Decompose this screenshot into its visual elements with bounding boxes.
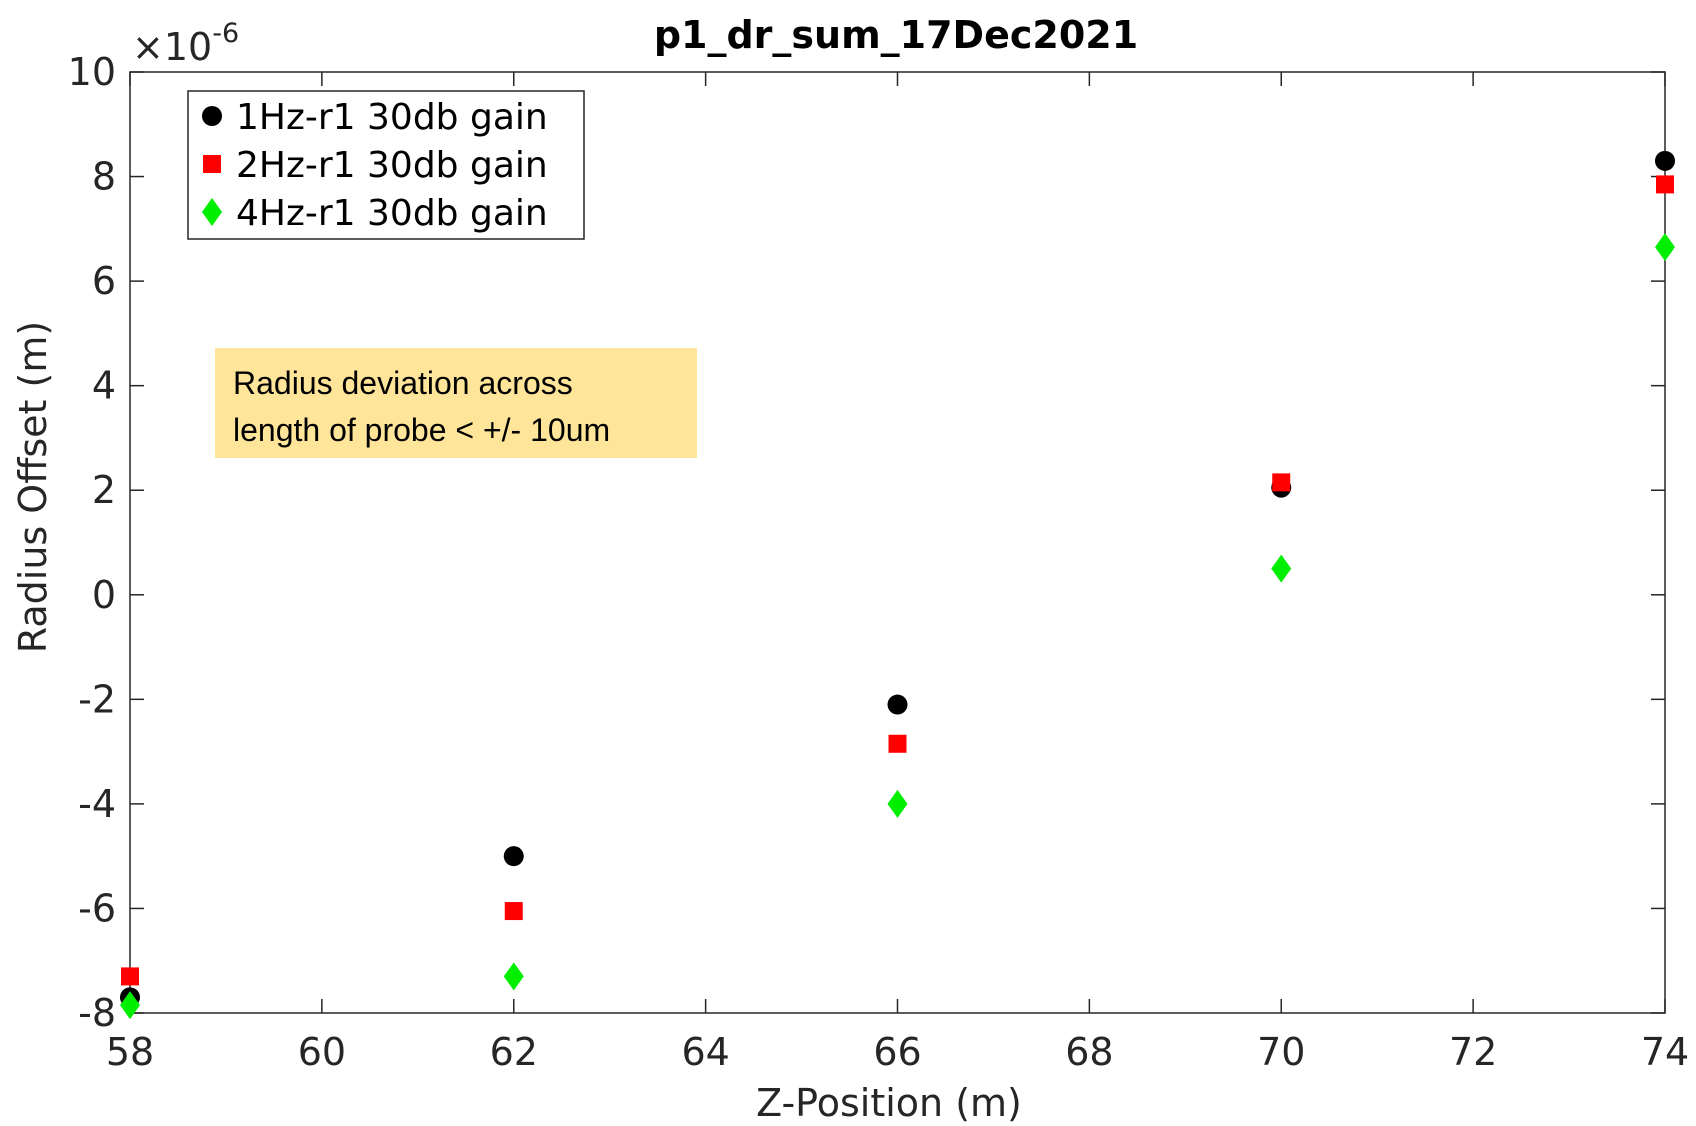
x-tick-label: 60 xyxy=(298,1030,346,1074)
y-tick-label: 4 xyxy=(92,364,116,408)
data-point-series-2 xyxy=(888,734,907,753)
x-tick-label: 70 xyxy=(1257,1030,1305,1074)
y-tick-label: 6 xyxy=(92,259,116,303)
data-marks xyxy=(120,150,1675,1020)
y-axis-label-group: Radius Offset (m) xyxy=(11,321,55,653)
legend-box xyxy=(187,90,585,240)
annotation-line-1: Radius deviation across xyxy=(233,365,573,401)
data-point-series-1 xyxy=(1655,150,1675,171)
legend-entry-2: 2Hz-r1 30db gain xyxy=(236,145,548,186)
y-tick-label: -2 xyxy=(78,677,116,721)
data-point-series-1 xyxy=(503,846,524,867)
legend-entry-1: 1Hz-r1 30db gain xyxy=(236,97,548,138)
axis-ticks xyxy=(129,71,1666,1014)
svg-text:×10-6: ×10-6 xyxy=(132,18,239,69)
y-exponent-power: -6 xyxy=(212,18,239,49)
annotation-line-2: length of probe < +/- 10um xyxy=(233,412,611,448)
legend-marker-3 xyxy=(202,198,222,226)
data-point-series-2 xyxy=(121,967,139,986)
legend-marker-1 xyxy=(202,106,222,126)
x-tick-label: 68 xyxy=(1065,1030,1113,1074)
y-tick-label: 8 xyxy=(92,155,116,199)
data-point-series-3 xyxy=(503,962,524,991)
y-tick-label: 2 xyxy=(92,468,116,512)
y-tick-label: 0 xyxy=(92,573,116,617)
y-tick-label: -8 xyxy=(78,991,116,1035)
data-point-series-2 xyxy=(1272,473,1291,492)
data-point-series-3 xyxy=(887,789,908,818)
x-tick-label: 62 xyxy=(490,1030,538,1074)
data-point-series-3 xyxy=(120,991,140,1020)
y-tick-label: -4 xyxy=(78,782,116,826)
x-tick-label: 74 xyxy=(1641,1030,1689,1074)
y-tick-label: -6 xyxy=(78,886,116,930)
data-point-series-2 xyxy=(504,902,523,921)
y-exponent-label: ×10-6 xyxy=(132,18,239,69)
data-point-series-3 xyxy=(1271,554,1292,583)
x-tick-label: 58 xyxy=(106,1030,154,1074)
legend-entry-3: 4Hz-r1 30db gain xyxy=(236,193,548,234)
x-tick-label: 64 xyxy=(681,1030,729,1074)
data-point-series-1 xyxy=(887,694,908,715)
legend: 1Hz-r1 30db gain 2Hz-r1 30db gain 4Hz-r1 3… xyxy=(187,90,585,240)
y-tick-label: 10 xyxy=(68,50,116,94)
x-tick-label: 66 xyxy=(873,1030,921,1074)
y-exponent-base: ×10 xyxy=(132,25,212,69)
legend-marker-2 xyxy=(203,155,221,173)
x-axis-label: Z-Position (m) xyxy=(756,1081,1022,1125)
y-axis-label: Radius Offset (m) xyxy=(11,321,55,653)
x-tick-label: 72 xyxy=(1449,1030,1497,1074)
data-point-series-2 xyxy=(1656,175,1674,194)
chart-title: p1_dr_sum_17Dec2021 xyxy=(654,13,1138,57)
data-point-series-3 xyxy=(1655,233,1675,262)
annotation-box: Radius deviation across length of probe … xyxy=(215,348,697,458)
